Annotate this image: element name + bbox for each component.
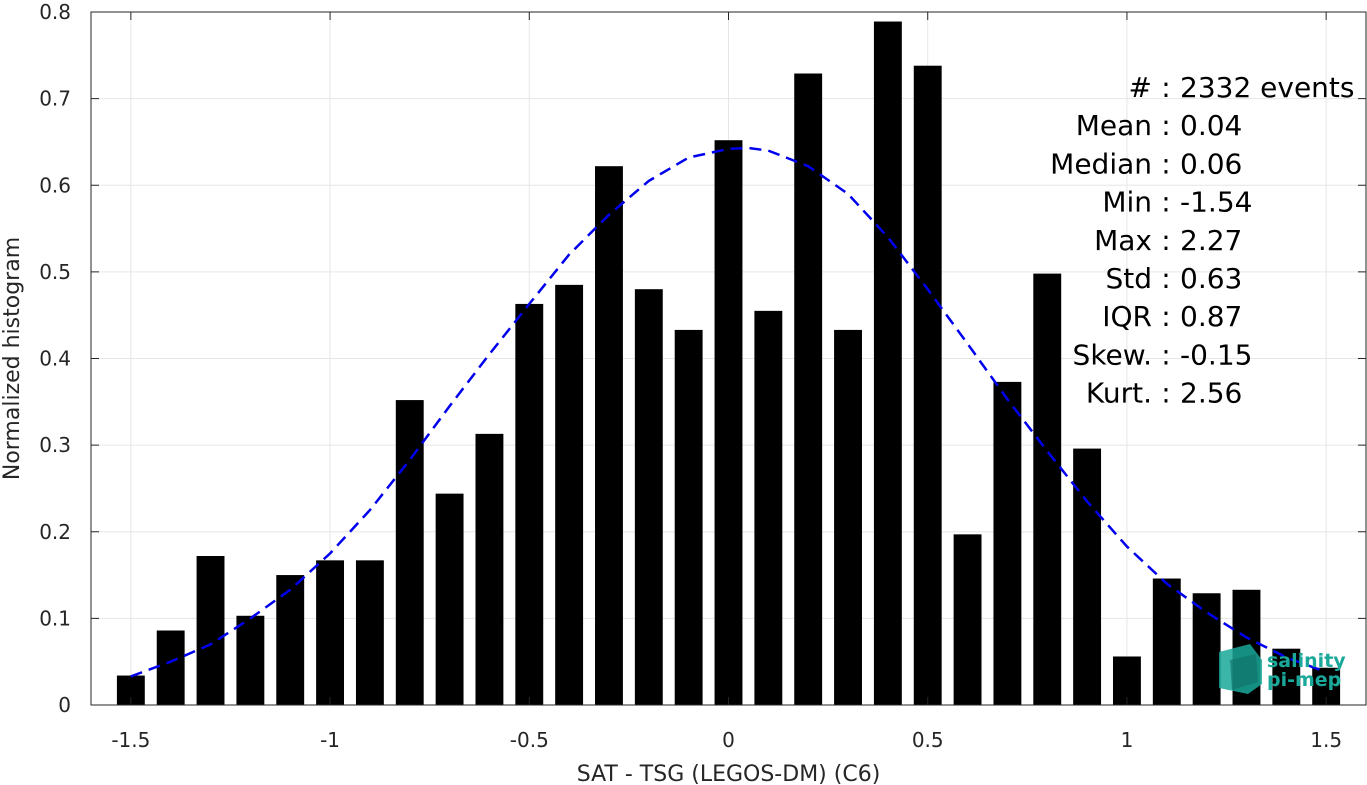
x-ticks: -1.5 -1 -0.5 0 0.5 1 1.5	[111, 12, 1342, 752]
histogram-bars	[116, 21, 1341, 706]
stat-separator: :	[1161, 338, 1170, 371]
y-tick-label: 0	[58, 693, 71, 717]
x-axis-label: SAT - TSG (LEGOS-DM) (C6)	[577, 762, 881, 785]
stat-label: #	[1129, 71, 1152, 104]
histogram-bar	[1112, 656, 1141, 705]
stat-value: -0.15	[1180, 338, 1252, 371]
histogram-bar	[196, 556, 225, 705]
histogram-bar	[515, 303, 544, 705]
stat-value: 2.56	[1180, 377, 1242, 410]
stat-value: 0.04	[1180, 109, 1242, 142]
histogram-bar	[475, 433, 504, 705]
x-tick-label: -1	[320, 728, 340, 752]
x-tick-label: -1.5	[111, 728, 150, 752]
histogram-bar	[395, 400, 424, 705]
x-tick-label: 1	[1121, 728, 1134, 752]
stat-separator: :	[1161, 109, 1170, 142]
histogram-bar	[156, 630, 185, 705]
y-tick-label: 0.1	[39, 606, 71, 630]
x-tick-label: 0.5	[912, 728, 944, 752]
y-tick-label: 0.4	[39, 347, 71, 371]
logo-text-line1: salinity	[1267, 650, 1346, 672]
stat-label: Median	[1050, 147, 1152, 180]
stat-label: Min	[1102, 186, 1152, 219]
y-tick-label: 0.8	[39, 0, 71, 24]
y-ticks: 0 0.1 0.2 0.3 0.4 0.5 0.6 0.7 0.8	[39, 0, 1366, 717]
stat-label: Std	[1105, 262, 1152, 295]
histogram-bar	[754, 310, 783, 705]
histogram-bar	[953, 534, 982, 705]
stat-separator: :	[1161, 300, 1170, 333]
histogram-bar	[1152, 578, 1181, 705]
stat-value: 2.27	[1180, 224, 1242, 257]
y-tick-label: 0.2	[39, 520, 71, 544]
x-tick-label: 1.5	[1310, 728, 1342, 752]
stat-separator: :	[1161, 186, 1170, 219]
histogram-bar	[913, 65, 942, 705]
histogram-bar	[873, 21, 902, 706]
stat-label: Mean	[1076, 109, 1152, 142]
histogram-bar	[1033, 273, 1062, 705]
histogram-bar	[993, 381, 1022, 705]
histogram-bar	[794, 73, 823, 705]
histogram-bar	[355, 560, 384, 705]
salinity-pimep-logo: salinity pi-mep	[1219, 644, 1346, 694]
fit-curve	[130, 146, 1327, 678]
y-tick-label: 0.3	[39, 433, 71, 457]
stat-value: -1.54	[1180, 186, 1252, 219]
logo-text-line2: pi-mep	[1267, 669, 1341, 691]
histogram-bar	[834, 329, 862, 705]
histogram-bar	[276, 575, 305, 705]
y-tick-label: 0.7	[39, 87, 71, 111]
histogram-bar	[674, 329, 703, 705]
histogram-bar	[236, 615, 265, 705]
logo-mark-shade	[1230, 654, 1258, 690]
histogram-bar	[1073, 448, 1102, 705]
stat-value: 0.63	[1180, 262, 1242, 295]
stat-label: IQR	[1102, 300, 1152, 333]
y-tick-label: 0.6	[39, 173, 71, 197]
x-tick-label: 0	[722, 728, 735, 752]
stat-label: Kurt.	[1086, 377, 1152, 410]
stat-value: 2332 events	[1180, 71, 1355, 104]
stat-value: 0.87	[1180, 300, 1242, 333]
histogram-bar	[595, 166, 623, 705]
stat-separator: :	[1161, 224, 1170, 257]
histogram-bar	[435, 493, 464, 705]
histogram-bar	[634, 289, 663, 705]
y-axis-label: Normalized histogram	[0, 237, 25, 480]
stat-label: Skew.	[1073, 338, 1152, 371]
y-tick-label: 0.5	[39, 260, 71, 284]
stat-separator: :	[1161, 262, 1170, 295]
histogram-bar	[714, 140, 743, 705]
histogram-bar	[1192, 593, 1221, 705]
stat-separator: :	[1161, 71, 1170, 104]
histogram-bar	[316, 560, 345, 705]
histogram-bar	[555, 284, 584, 705]
x-tick-label: -0.5	[510, 728, 549, 752]
stat-separator: :	[1161, 147, 1170, 180]
stat-label: Max	[1094, 224, 1152, 257]
stat-value: 0.06	[1180, 147, 1242, 180]
stat-separator: :	[1161, 377, 1170, 410]
histogram-bar	[1272, 648, 1301, 705]
